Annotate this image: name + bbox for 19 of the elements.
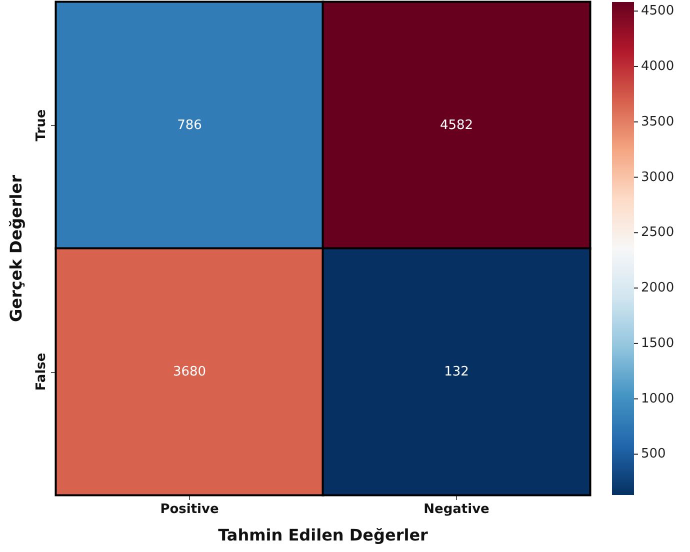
data-label: 786 — [177, 118, 202, 133]
data-label: 132 — [444, 364, 469, 380]
color-bar-label: 500 — [641, 446, 666, 462]
y-axis-title: Gerçek Değerler — [6, 174, 26, 322]
data-label: 4582 — [440, 118, 474, 133]
x-tick-label: Negative — [424, 502, 490, 517]
color-bar-label: 3000 — [641, 170, 674, 185]
y-tick-label: True — [34, 109, 49, 142]
color-bar-label: 1500 — [641, 336, 674, 351]
data-label: 3680 — [172, 364, 206, 380]
y-tick-label: False — [34, 352, 49, 391]
color-bar-label: 4500 — [641, 4, 674, 19]
color-bar-label: 1000 — [641, 391, 674, 406]
color-bar-label: 2500 — [641, 225, 674, 240]
x-tick-label: Positive — [160, 502, 219, 517]
color-bar-label: 3500 — [641, 114, 674, 130]
color-bar-label: 4000 — [641, 58, 674, 74]
color-bar-label: 2000 — [641, 280, 674, 296]
x-axis-title: Tahmin Edilen Değerler — [218, 526, 428, 544]
